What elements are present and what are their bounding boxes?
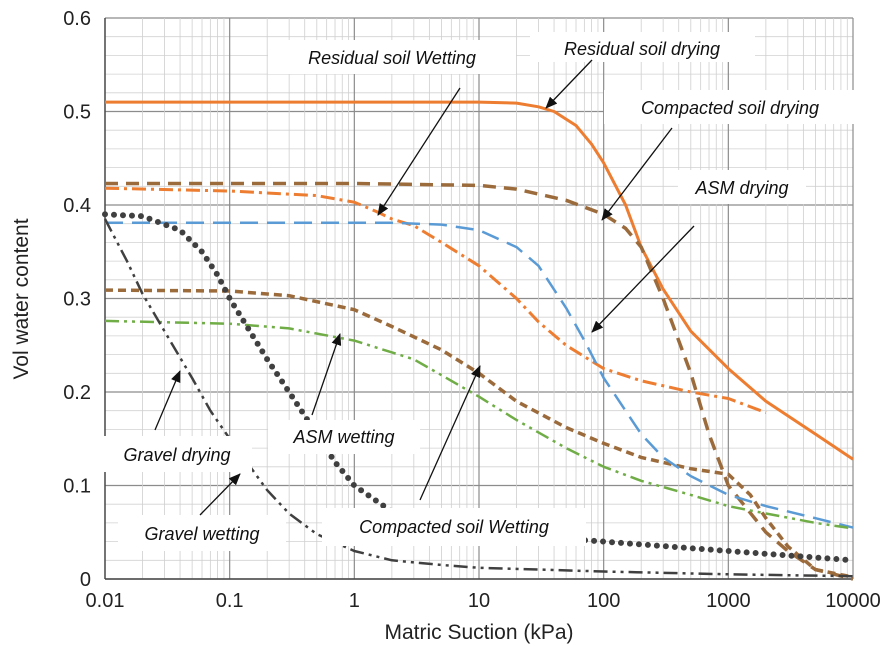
annotation-label: Gravel drying [123, 445, 230, 465]
y-tick-label: 0.4 [63, 195, 91, 217]
annotation-arrow [377, 87, 461, 216]
y-tick-label: 0.6 [63, 8, 91, 30]
annotation-label: ASM drying [694, 178, 788, 198]
annotation-box [102, 436, 252, 472]
annotation-label: Gravel wetting [144, 524, 259, 544]
annotation-label: Compacted soil Wetting [359, 517, 549, 537]
series-line [105, 221, 854, 529]
annotation-arrow [545, 59, 593, 109]
y-tick-label: 0.1 [63, 476, 91, 498]
series-line [105, 100, 854, 461]
annotations-layer: Residual soil Wetting Residual soil dryin… [102, 32, 856, 551]
annotation-box [118, 515, 286, 551]
axes [104, 18, 853, 580]
x-tick-label: 1 [349, 590, 360, 612]
annotation-arrow [154, 370, 181, 431]
annotation-arrow [601, 127, 673, 221]
annotation-box [268, 40, 516, 74]
y-tick-label: 0.3 [63, 289, 91, 311]
annotation: ASM wetting [268, 333, 420, 454]
series-line [105, 181, 854, 581]
x-tick-label: 100 [587, 590, 620, 612]
annotation-label: Residual soil Wetting [308, 48, 476, 68]
annotation: Gravel drying [102, 370, 252, 472]
annotation: Gravel wetting [118, 473, 286, 551]
annotation-box [322, 508, 586, 546]
y-tick-label: 0.5 [63, 102, 91, 124]
x-tick-label: 0.1 [216, 590, 244, 612]
tick-labels: 0.01 0.1 1 10 100 1000 10000 0 0.1 0.2 0.3 0.4 0.5 0.… [63, 8, 881, 612]
annotation-box [604, 90, 856, 124]
series-line [104, 288, 854, 579]
annotation-box [530, 32, 755, 62]
series-line [103, 218, 854, 578]
x-tick-label: 10 [468, 590, 490, 612]
annotation-box [268, 420, 420, 454]
annotation-label: Compacted soil drying [641, 98, 819, 118]
annotation: Compacted soil drying [601, 90, 856, 221]
annotation-box [678, 170, 806, 204]
annotation-arrow [199, 473, 241, 516]
y-axis-label: Vol water content [10, 218, 33, 379]
annotation-arrow [419, 365, 481, 501]
y-tick-label: 0.2 [63, 382, 91, 404]
x-tick-label: 10000 [825, 590, 881, 612]
series-line [104, 186, 767, 415]
annotation: ASM drying [591, 170, 806, 333]
x-tick-label: 0.01 [86, 590, 125, 612]
annotation-arrow [591, 225, 695, 333]
annotation: Compacted soil Wetting [322, 365, 586, 546]
annotation-arrow [311, 333, 342, 416]
x-tick-label: 1000 [706, 590, 751, 612]
annotation-label: Residual soil drying [564, 39, 720, 59]
x-axis-label: Matric Suction (kPa) [384, 621, 573, 644]
y-tick-label: 0 [80, 569, 91, 591]
annotation: Residual soil Wetting [268, 40, 516, 216]
annotation-label: ASM wetting [292, 427, 394, 447]
annotation: Residual soil drying [530, 32, 755, 109]
